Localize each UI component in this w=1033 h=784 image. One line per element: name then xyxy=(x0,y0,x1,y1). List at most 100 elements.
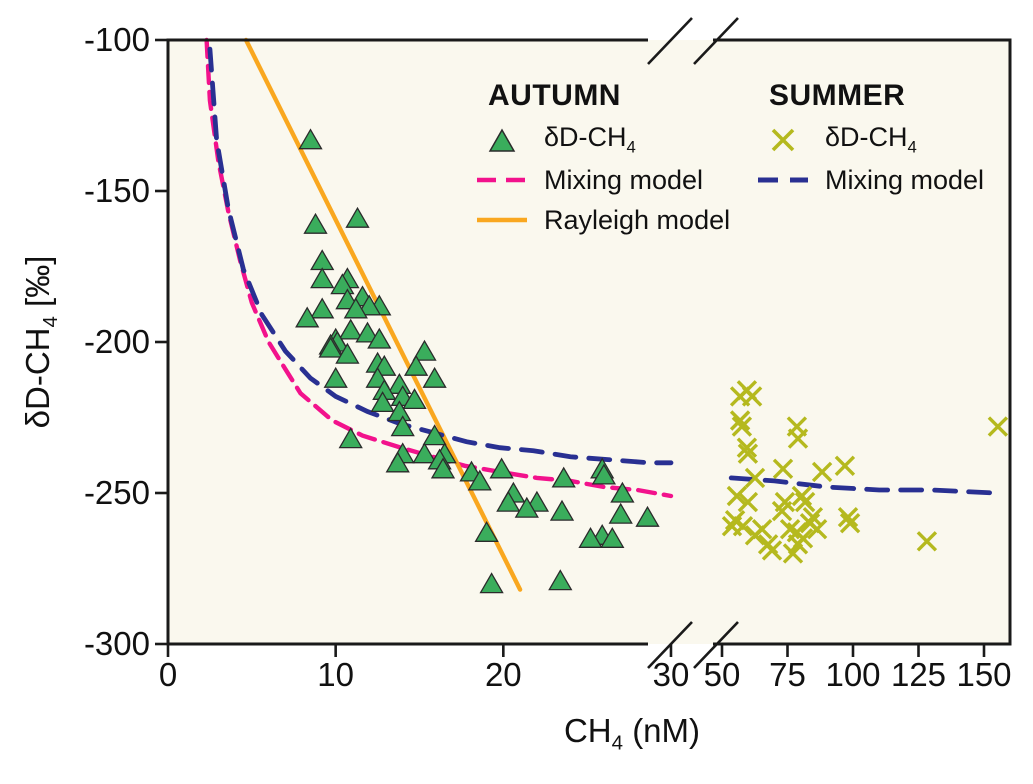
summer-data-point xyxy=(787,428,809,449)
legend-summer: SUMMER δD-CH4 Mixing model xyxy=(757,78,984,200)
legend-summer-points-label: δD-CH4 xyxy=(825,122,917,157)
x-axis-label: CH4 (nM) xyxy=(564,712,700,756)
autumn-data-point xyxy=(548,569,573,591)
autumn-data-point xyxy=(608,502,633,524)
axis-break-slash xyxy=(647,17,693,65)
autumn-data-point xyxy=(390,415,415,437)
autumn-data-point xyxy=(591,463,617,485)
summer-data-point xyxy=(794,491,816,513)
summer-data-point xyxy=(772,458,794,480)
autumn-data-point xyxy=(345,206,370,228)
autumn-data-point xyxy=(323,366,348,388)
summer-data-point xyxy=(729,410,751,431)
autumn-data-point xyxy=(370,391,395,413)
plot-frame xyxy=(166,38,1012,646)
y-tick-label: -200 xyxy=(84,323,150,360)
autumn-data-point xyxy=(338,318,363,340)
autumn-data-point xyxy=(367,327,392,349)
summer-data-point xyxy=(721,515,743,537)
legend-autumn: AUTUMN δD-CH4 Mixing model R xyxy=(476,78,730,240)
y-tick-label: -150 xyxy=(84,172,150,209)
summer-data-point xyxy=(811,461,833,483)
x-tick-label: 150 xyxy=(956,656,1011,693)
autumn-data-point xyxy=(318,336,343,358)
autumn-data-point xyxy=(310,297,335,319)
autumn-data-point xyxy=(355,321,380,343)
legend-summer-mixing-label: Mixing model xyxy=(825,164,985,195)
autumn-data-point xyxy=(422,366,447,388)
axis-break-slash xyxy=(693,17,739,65)
summer-data-point xyxy=(744,525,766,546)
summer-mixing-line xyxy=(728,475,997,496)
autumn-data-point xyxy=(600,527,625,548)
legend-summer-points-row: δD-CH4 xyxy=(757,120,984,160)
summer-data-point xyxy=(839,512,861,534)
autumn-data-point xyxy=(467,469,492,491)
autumn-data-point xyxy=(412,442,437,464)
legend-autumn-mixing-row: Mixing model xyxy=(476,160,730,200)
y-tick-label: -250 xyxy=(84,474,150,511)
legend-autumn-mixing-label: Mixing model xyxy=(544,164,704,195)
x-axis-label-subscript: 4 xyxy=(611,731,624,755)
summer-data-point xyxy=(737,491,759,513)
y-tick-label: -300 xyxy=(84,625,150,662)
autumn-data-point xyxy=(385,451,410,473)
summer-data-point xyxy=(741,386,763,407)
summer-data-point xyxy=(731,416,753,437)
x-tick-label: 50 xyxy=(704,656,741,693)
autumn-data-point xyxy=(403,354,429,376)
summer-data-point xyxy=(987,416,1009,437)
autumn-data-point xyxy=(551,466,576,488)
autumn-data-point xyxy=(430,457,456,479)
autumn-data-point xyxy=(387,400,412,422)
autumn-data-point xyxy=(474,521,499,542)
summer-data-point xyxy=(806,518,828,540)
triangle-marker-icon xyxy=(476,122,528,158)
summer-data-point xyxy=(782,543,804,564)
pink-dashed-line-icon xyxy=(476,162,528,198)
x-tick-label: 0 xyxy=(159,656,177,693)
x-axis-label-unit: (nM) xyxy=(623,712,701,749)
navy-dashed-line-icon xyxy=(757,162,809,198)
x-tick-label: 100 xyxy=(825,656,880,693)
legend-autumn-points-label: δD-CH4 xyxy=(544,122,636,157)
autumn-data-point xyxy=(514,496,539,518)
summer-data-point xyxy=(737,443,759,464)
x-marker-icon xyxy=(757,122,809,158)
autumn-data-point xyxy=(489,457,514,479)
autumn-data-point xyxy=(335,342,360,364)
autumn-data-point xyxy=(402,388,427,410)
autumn-data-point xyxy=(330,273,355,295)
autumn-data-point xyxy=(357,294,382,316)
y-tick-label: -100 xyxy=(84,21,150,58)
summer-data-point xyxy=(726,485,748,507)
summer-data-point xyxy=(744,467,766,489)
x-axis-label-text: CH xyxy=(563,712,612,749)
summer-data-point xyxy=(834,455,856,477)
legend-summer-mixing-row: Mixing model xyxy=(757,160,984,200)
legend-autumn-rayleigh-label: Rayleigh model xyxy=(544,204,731,235)
x-tick-label: 10 xyxy=(317,656,354,693)
y-axis-label: δD-CH4 [‰] xyxy=(19,256,63,429)
autumn-data-point xyxy=(635,505,660,527)
summer-data-point xyxy=(736,437,758,458)
autumn-data-point xyxy=(303,212,328,234)
autumn-data-point xyxy=(496,490,521,512)
summer-data-point xyxy=(771,500,793,522)
summer-data-point xyxy=(837,506,859,528)
legend-autumn-title: AUTUMN xyxy=(488,79,621,112)
autumn-data-point xyxy=(310,267,335,289)
y-axis-label-subscript: 4 xyxy=(38,316,62,328)
x-tick-label: 30 xyxy=(653,656,690,693)
summer-data-point xyxy=(916,531,938,552)
legend-summer-title: SUMMER xyxy=(769,79,906,112)
autumn-data-point xyxy=(610,481,635,503)
autumn-data-point xyxy=(295,306,320,328)
autumn-data-point xyxy=(412,339,437,361)
x-tick-label: 20 xyxy=(485,656,522,693)
autumn-data-point xyxy=(578,527,603,548)
x-tick-label: 125 xyxy=(891,656,946,693)
summer-data-point xyxy=(802,506,824,528)
